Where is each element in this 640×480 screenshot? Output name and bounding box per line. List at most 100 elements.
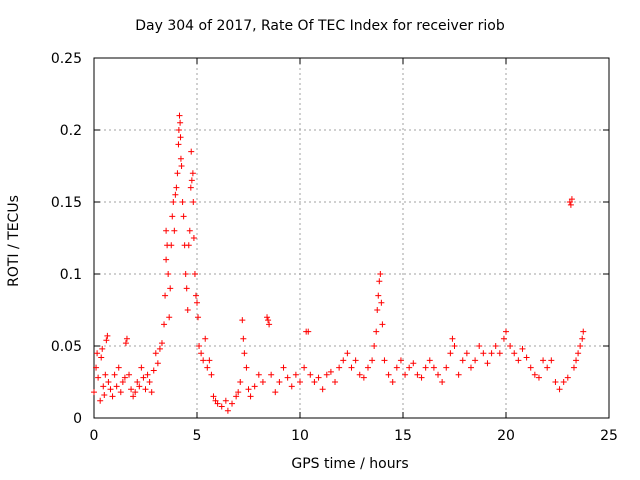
data-point — [109, 393, 116, 400]
data-point — [385, 371, 392, 378]
data-point — [123, 335, 130, 342]
data-point — [171, 227, 178, 234]
data-point — [94, 350, 101, 357]
data-point — [188, 148, 195, 155]
data-point — [178, 163, 185, 169]
data-point — [344, 350, 351, 357]
data-point — [161, 321, 168, 328]
data-point — [101, 391, 108, 398]
x-tick-label: 20 — [497, 428, 515, 444]
plot-frame — [93, 57, 610, 419]
data-point — [95, 374, 102, 381]
data-point — [196, 343, 203, 349]
data-point — [100, 383, 107, 390]
data-point — [422, 364, 429, 371]
data-point — [177, 134, 184, 141]
data-point — [241, 350, 248, 357]
x-tick-label: 0 — [90, 428, 99, 444]
data-point — [443, 364, 450, 371]
data-point — [556, 386, 563, 393]
data-point — [156, 345, 163, 352]
data-point — [484, 360, 491, 367]
data-point — [377, 271, 384, 277]
data-point — [369, 357, 376, 364]
data-point — [364, 364, 371, 371]
data-point — [371, 343, 378, 349]
data-point — [472, 357, 479, 364]
data-point — [393, 364, 400, 371]
data-point — [154, 360, 161, 367]
data-point — [183, 285, 190, 292]
data-point — [575, 350, 582, 357]
data-point — [251, 383, 258, 390]
data-point — [105, 379, 112, 385]
data-point — [319, 386, 326, 393]
data-point — [194, 299, 200, 306]
data-point — [515, 357, 522, 364]
y-tick-label: 0.1 — [60, 267, 82, 283]
data-point — [190, 235, 197, 241]
data-point — [170, 199, 177, 205]
data-point — [132, 389, 139, 396]
data-point — [186, 227, 193, 234]
data-point — [496, 350, 503, 357]
data-point — [104, 332, 111, 339]
data-point — [480, 350, 487, 357]
data-point — [138, 364, 145, 371]
data-point — [162, 292, 169, 299]
data-point — [523, 354, 530, 361]
data-point — [142, 386, 149, 393]
data-point — [414, 371, 421, 378]
data-point — [195, 314, 202, 321]
data-point — [190, 199, 197, 205]
data-point — [187, 184, 194, 191]
data-point — [158, 340, 165, 347]
data-point — [544, 364, 551, 371]
data-point — [568, 196, 575, 203]
data-point — [255, 371, 262, 378]
data-point — [169, 213, 176, 220]
data-point — [327, 368, 334, 375]
x-tick-label: 15 — [394, 428, 412, 444]
data-point — [476, 343, 483, 349]
data-point — [570, 364, 577, 371]
data-point — [128, 386, 135, 393]
data-point — [378, 299, 385, 306]
data-point — [237, 379, 244, 385]
data-point — [140, 374, 147, 381]
data-point — [111, 371, 118, 378]
data-point — [166, 314, 173, 321]
y-tick-label: 0.15 — [51, 195, 82, 211]
data-point — [311, 379, 318, 385]
data-point — [356, 371, 363, 378]
data-point — [301, 364, 308, 371]
data-point — [235, 389, 242, 396]
data-point — [184, 307, 191, 313]
data-point — [163, 227, 170, 234]
data-point — [167, 285, 174, 292]
data-point — [379, 321, 386, 328]
chart-title: Day 304 of 2017, Rate Of TEC Index for r… — [135, 18, 505, 34]
x-tick-label: 10 — [291, 428, 309, 444]
data-point — [348, 364, 355, 371]
data-point — [288, 383, 295, 390]
data-point — [540, 357, 547, 364]
data-point — [292, 371, 299, 378]
data-point — [206, 357, 213, 364]
data-point — [174, 170, 181, 177]
data-point — [560, 379, 567, 385]
data-point — [98, 354, 105, 361]
data-point — [173, 184, 180, 191]
data-point — [467, 364, 474, 371]
data-point — [247, 393, 254, 400]
data-point — [336, 364, 343, 371]
data-point — [297, 379, 303, 385]
data-point — [376, 278, 383, 285]
data-points — [91, 112, 587, 414]
data-point — [130, 393, 137, 400]
data-point — [531, 371, 538, 378]
x-tick-label: 25 — [600, 428, 618, 444]
data-point — [492, 343, 499, 349]
data-point — [455, 371, 462, 378]
